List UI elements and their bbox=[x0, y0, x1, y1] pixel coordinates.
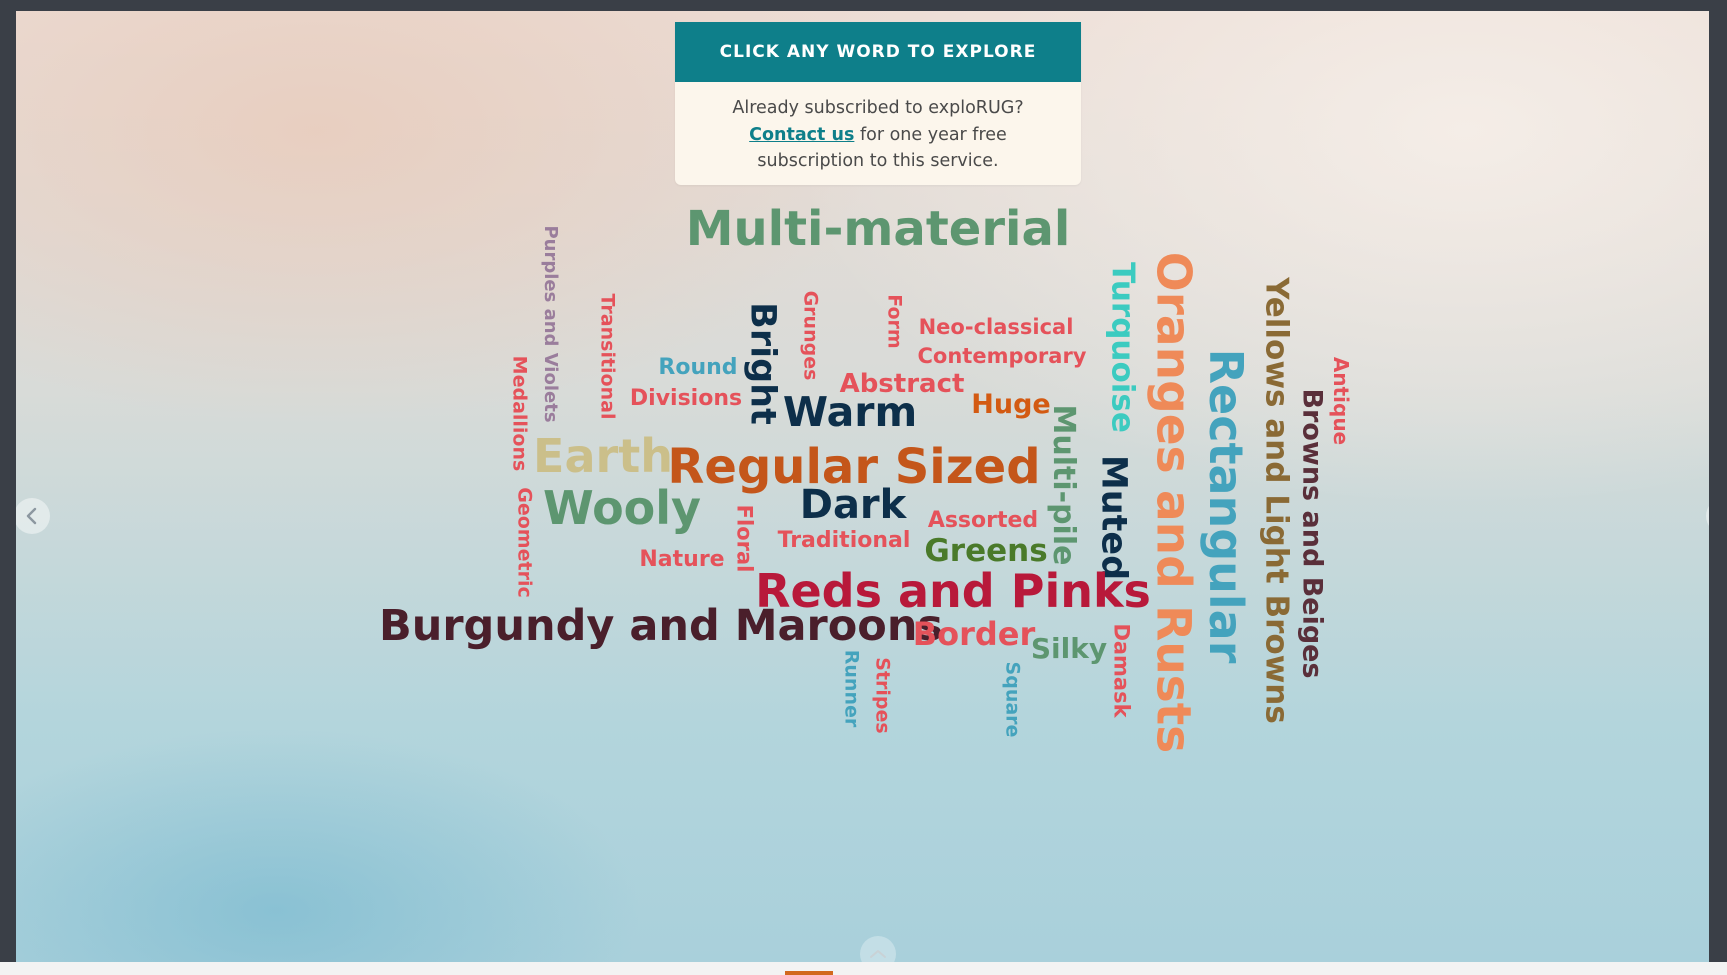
word-abstract[interactable]: Abstract bbox=[839, 369, 965, 399]
word-muted[interactable]: Muted bbox=[1093, 454, 1134, 580]
word-yellows-and-light-browns[interactable]: Yellows and Light Browns bbox=[1258, 276, 1295, 724]
word-multi-pile[interactable]: Multi-pile bbox=[1046, 404, 1081, 566]
contact-us-link[interactable]: Contact us bbox=[749, 124, 855, 145]
word-cloud-stage: CLICK ANY WORD TO EXPLORE Already subscr… bbox=[16, 11, 1709, 962]
explore-banner: CLICK ANY WORD TO EXPLORE Already subscr… bbox=[675, 22, 1081, 185]
word-round[interactable]: Round bbox=[658, 355, 738, 380]
word-stripes[interactable]: Stripes bbox=[871, 656, 894, 734]
banner-line-3: subscription to this service. bbox=[757, 151, 999, 171]
word-browns-and-beiges[interactable]: Browns and Beiges bbox=[1296, 387, 1328, 679]
word-oranges-and-rusts[interactable]: Oranges and Rusts bbox=[1145, 251, 1201, 753]
word-silky[interactable]: Silky bbox=[1030, 632, 1108, 665]
word-wooly[interactable]: Wooly bbox=[542, 481, 702, 535]
word-border[interactable]: Border bbox=[912, 615, 1036, 653]
word-dark[interactable]: Dark bbox=[799, 482, 907, 528]
banner-line-2: Contact us for one year free bbox=[675, 122, 1081, 149]
word-antique[interactable]: Antique bbox=[1329, 356, 1353, 446]
word-square[interactable]: Square bbox=[1001, 661, 1024, 737]
word-purples-and-violets[interactable]: Purples and Violets bbox=[540, 225, 561, 423]
word-geometric[interactable]: Geometric bbox=[513, 486, 536, 598]
word-neo-classical[interactable]: Neo-classical bbox=[918, 314, 1074, 339]
banner-cta: CLICK ANY WORD TO EXPLORE bbox=[675, 22, 1081, 82]
word-traditional[interactable]: Traditional bbox=[777, 528, 911, 553]
word-greens[interactable]: Greens bbox=[924, 532, 1048, 569]
word-earth[interactable]: Earth bbox=[533, 429, 673, 483]
prev-button[interactable] bbox=[16, 498, 50, 534]
scroll-up-button[interactable] bbox=[860, 936, 896, 962]
word-damask[interactable]: Damask bbox=[1109, 622, 1134, 718]
banner-line-2-rest: for one year free bbox=[854, 124, 1007, 145]
word-floral[interactable]: Floral bbox=[732, 504, 757, 572]
word-grunges[interactable]: Grunges bbox=[799, 290, 822, 380]
word-assorted[interactable]: Assorted bbox=[927, 508, 1039, 533]
word-reds-and-pinks[interactable]: Reds and Pinks bbox=[755, 564, 1151, 618]
word-turquoise[interactable]: Turquoise bbox=[1104, 261, 1141, 433]
word-burgundy-and-maroons[interactable]: Burgundy and Maroons bbox=[378, 600, 944, 651]
word-rectangular[interactable]: Rectangular bbox=[1199, 348, 1253, 664]
banner-line-1: Already subscribed to exploRUG? bbox=[732, 98, 1024, 118]
word-multi-material[interactable]: Multi-material bbox=[685, 201, 1071, 257]
word-medallions[interactable]: Medallions bbox=[508, 355, 531, 471]
word-contemporary[interactable]: Contemporary bbox=[917, 343, 1087, 368]
word-runner[interactable]: Runner bbox=[840, 649, 863, 727]
word-bright[interactable]: Bright bbox=[742, 301, 783, 425]
word-regular-sized[interactable]: Regular Sized bbox=[667, 439, 1041, 495]
word-warm[interactable]: Warm bbox=[782, 387, 918, 436]
bottom-bar bbox=[0, 962, 1727, 975]
chevron-up-icon bbox=[870, 950, 886, 958]
next-button[interactable] bbox=[1706, 498, 1709, 534]
banner-subscription-note: Already subscribed to exploRUG? Contact … bbox=[675, 82, 1081, 175]
chevron-left-icon bbox=[26, 507, 37, 525]
word-transitional[interactable]: Transitional bbox=[596, 293, 619, 419]
word-form[interactable]: Form bbox=[883, 293, 906, 349]
word-huge[interactable]: Huge bbox=[971, 388, 1051, 420]
word-divisions[interactable]: Divisions bbox=[629, 386, 743, 411]
word-nature[interactable]: Nature bbox=[639, 547, 725, 572]
bottom-progress-accent bbox=[785, 971, 833, 975]
